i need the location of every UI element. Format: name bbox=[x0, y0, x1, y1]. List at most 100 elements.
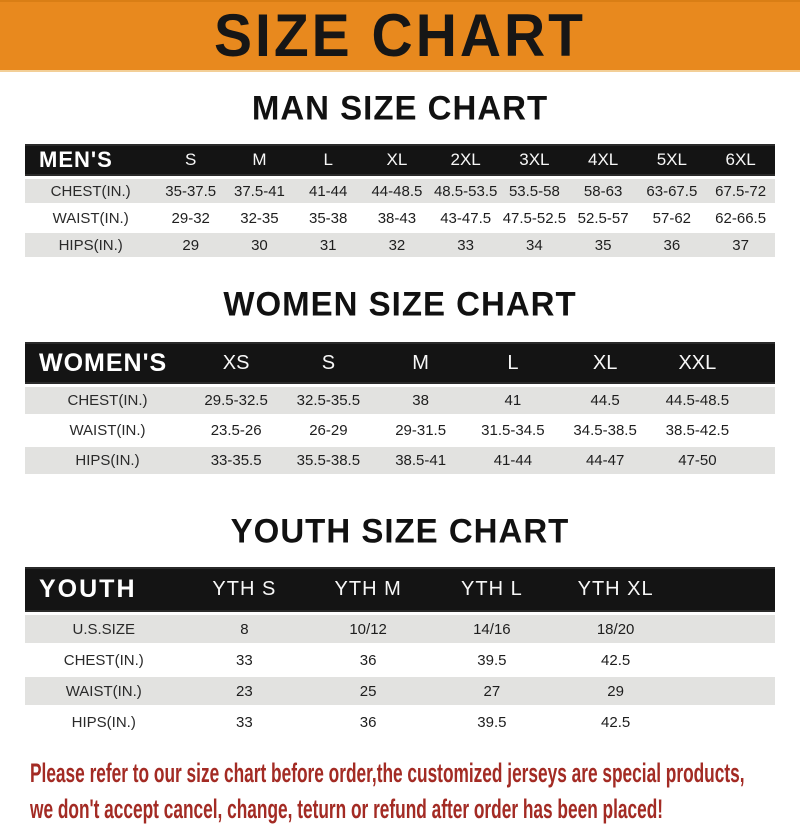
size-value: 58-63 bbox=[568, 179, 638, 203]
size-value: 44.5 bbox=[559, 387, 652, 414]
filler-cell bbox=[677, 708, 775, 736]
man-size-chart-section: MAN SIZE CHART MEN'S S M L XL 2XL 3XL 4XL 5XL 6XL… bbox=[0, 88, 800, 260]
size-value: 33-35.5 bbox=[190, 447, 283, 474]
measurement-row: HIPS(IN.) 29 30 31 32 33 34 35 36 37 bbox=[25, 233, 775, 257]
women-size-table: WOMEN'S XS S M L XL XXL CHEST(IN.) 29.5-32.5 32.5… bbox=[25, 339, 775, 477]
size-value: 29.5-32.5 bbox=[190, 387, 283, 414]
size-value: 67.5-72 bbox=[706, 179, 775, 203]
size-value: 29-32 bbox=[156, 206, 226, 230]
size-value: 41 bbox=[466, 387, 559, 414]
size-column-header: 4XL bbox=[568, 144, 638, 176]
size-value: 31 bbox=[293, 233, 363, 257]
size-value: 47-50 bbox=[651, 447, 744, 474]
size-value: 44-47 bbox=[559, 447, 652, 474]
size-value: 14/16 bbox=[430, 615, 554, 643]
size-value: 29 bbox=[553, 677, 678, 705]
header-banner: SIZE CHART bbox=[0, 0, 800, 72]
man-size-table: MEN'S S M L XL 2XL 3XL 4XL 5XL 6XL CHEST(IN.) 35-37… bbox=[25, 141, 775, 260]
size-value: 32.5-35.5 bbox=[282, 387, 375, 414]
measurement-row: HIPS(IN.) 33-35.5 35.5-38.5 38.5-41 41-44 44-… bbox=[25, 447, 775, 474]
size-value: 26-29 bbox=[282, 417, 375, 444]
table-corner-label: MEN'S bbox=[25, 144, 157, 176]
row-label: HIPS(IN.) bbox=[25, 233, 157, 257]
filler-cell bbox=[677, 567, 775, 612]
size-value: 35-38 bbox=[293, 206, 363, 230]
size-value: 42.5 bbox=[553, 646, 678, 674]
size-value: 8 bbox=[182, 615, 307, 643]
size-value: 35.5-38.5 bbox=[282, 447, 375, 474]
filler-cell bbox=[743, 447, 775, 474]
size-value: 10/12 bbox=[306, 615, 430, 643]
filler-cell bbox=[743, 342, 775, 384]
disclaimer-line-2: we don't accept cancel, change, teturn o… bbox=[30, 794, 664, 825]
filler-cell bbox=[677, 615, 775, 643]
size-value: 62-66.5 bbox=[706, 206, 775, 230]
measurement-row: WAIST(IN.) 29-32 32-35 35-38 38-43 43-47.5 47.… bbox=[25, 206, 775, 230]
size-value: 27 bbox=[430, 677, 554, 705]
size-value: 36 bbox=[306, 646, 430, 674]
size-value: 29 bbox=[156, 233, 226, 257]
size-value: 52.5-57 bbox=[568, 206, 638, 230]
size-column-header: XL bbox=[559, 342, 652, 384]
size-value: 29-31.5 bbox=[374, 417, 467, 444]
row-label: CHEST(IN.) bbox=[25, 646, 183, 674]
size-value: 41-44 bbox=[466, 447, 559, 474]
size-column-header: YTH S bbox=[182, 567, 307, 612]
size-column-header: 6XL bbox=[706, 144, 775, 176]
row-label: U.S.SIZE bbox=[25, 615, 183, 643]
size-value: 36 bbox=[306, 708, 430, 736]
size-column-header: YTH XL bbox=[553, 567, 678, 612]
youth-size-chart-title: YOUTH SIZE CHART bbox=[230, 511, 570, 550]
size-value: 43-47.5 bbox=[431, 206, 501, 230]
size-value: 33 bbox=[182, 708, 307, 736]
man-size-chart-title: MAN SIZE CHART bbox=[251, 88, 549, 127]
filler-cell bbox=[743, 417, 775, 444]
size-column-header: L bbox=[293, 144, 363, 176]
order-disclaimer: Please refer to our size chart before or… bbox=[30, 757, 800, 826]
size-column-header: S bbox=[156, 144, 226, 176]
size-column-header: YTH M bbox=[306, 567, 430, 612]
measurement-row: CHEST(IN.) 35-37.5 37.5-41 41-44 44-48.5 48.5… bbox=[25, 179, 775, 203]
size-column-header: XS bbox=[190, 342, 283, 384]
row-label: HIPS(IN.) bbox=[25, 447, 190, 474]
measurement-row: WAIST(IN.) 23.5-26 26-29 29-31.5 31.5-34.5 34… bbox=[25, 417, 775, 444]
youth-size-table: YOUTH YTH S YTH M YTH L YTH XL U.S.SIZE 8 10/12… bbox=[25, 564, 775, 739]
size-header-row: MEN'S S M L XL 2XL 3XL 4XL 5XL 6XL bbox=[25, 144, 775, 176]
size-column-header: M bbox=[225, 144, 294, 176]
size-value: 39.5 bbox=[430, 708, 554, 736]
size-value: 35-37.5 bbox=[156, 179, 226, 203]
size-value: 23 bbox=[182, 677, 307, 705]
size-value: 37 bbox=[706, 233, 775, 257]
youth-size-chart-section: YOUTH SIZE CHART YOUTH YTH S YTH M YTH L YTH… bbox=[0, 511, 800, 739]
size-value: 38 bbox=[374, 387, 467, 414]
size-column-header: XXL bbox=[651, 342, 744, 384]
size-column-header: 2XL bbox=[431, 144, 501, 176]
table-corner-label: WOMEN'S bbox=[25, 342, 190, 384]
size-column-header: S bbox=[282, 342, 375, 384]
measurement-row: CHEST(IN.) 29.5-32.5 32.5-35.5 38 41 44.5 44.5… bbox=[25, 387, 775, 414]
disclaimer-line-1: Please refer to our size chart before or… bbox=[30, 758, 745, 788]
size-value: 39.5 bbox=[430, 646, 554, 674]
filler-cell bbox=[677, 646, 775, 674]
row-label: WAIST(IN.) bbox=[25, 677, 183, 705]
size-value: 44-48.5 bbox=[362, 179, 432, 203]
size-column-header: M bbox=[374, 342, 467, 384]
size-column-header: YTH L bbox=[430, 567, 554, 612]
row-label: HIPS(IN.) bbox=[25, 708, 183, 736]
women-size-chart-title: WOMEN SIZE CHART bbox=[223, 284, 577, 323]
row-label: CHEST(IN.) bbox=[25, 387, 190, 414]
size-value: 36 bbox=[637, 233, 707, 257]
row-label: WAIST(IN.) bbox=[25, 206, 157, 230]
measurement-row: WAIST(IN.) 23 25 27 29 bbox=[25, 677, 775, 705]
page-title: SIZE CHART bbox=[214, 2, 586, 70]
size-value: 37.5-41 bbox=[225, 179, 294, 203]
size-value: 32 bbox=[362, 233, 432, 257]
size-value: 23.5-26 bbox=[190, 417, 283, 444]
size-column-header: 5XL bbox=[637, 144, 707, 176]
size-value: 34.5-38.5 bbox=[559, 417, 652, 444]
size-column-header: L bbox=[466, 342, 559, 384]
women-size-chart-section: WOMEN SIZE CHART WOMEN'S XS S M L XL XXL CHEST(… bbox=[0, 284, 800, 477]
size-value: 63-67.5 bbox=[637, 179, 707, 203]
size-header-row: YOUTH YTH S YTH M YTH L YTH XL bbox=[25, 567, 775, 612]
